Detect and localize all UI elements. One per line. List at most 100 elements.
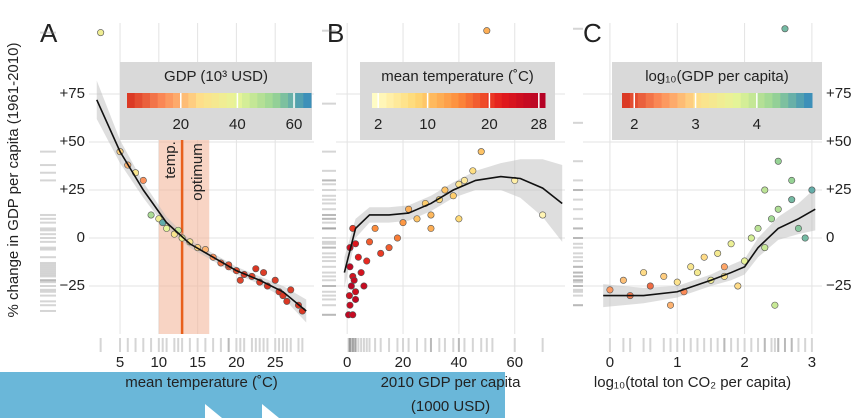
point — [427, 224, 435, 232]
colorbar-tick-label: 28 — [530, 116, 547, 133]
confidence-band — [603, 188, 816, 308]
point — [271, 276, 279, 284]
point — [346, 301, 354, 309]
colorbar-segment — [748, 93, 758, 108]
banner-arrow — [205, 404, 222, 418]
point — [801, 234, 809, 242]
x-tick-label: 60 — [506, 354, 523, 371]
colorbar-segment — [415, 93, 423, 108]
x-tick-label: 15 — [189, 354, 206, 371]
colorbar-segment — [265, 93, 274, 108]
annotation: temp. — [162, 141, 179, 179]
colorbar-segment — [804, 93, 813, 108]
point — [345, 292, 353, 300]
colorbar-segment — [134, 93, 143, 108]
point — [720, 263, 728, 271]
colorbar-tick-label: 60 — [286, 116, 303, 133]
colorbar-segment — [709, 93, 718, 108]
colorbar-segment — [180, 93, 189, 108]
colorbar-segment — [501, 93, 510, 108]
colorbar-segment — [740, 93, 750, 108]
point — [477, 148, 485, 156]
annotation: optimum — [189, 143, 206, 201]
panel-label: B — [327, 18, 344, 48]
point — [693, 269, 701, 277]
colorbar-tick-label: 20 — [172, 116, 189, 133]
point — [163, 224, 171, 232]
colorbar-segment — [693, 93, 702, 108]
y-tick-label: +25 — [826, 181, 851, 198]
colorbar-segment — [523, 93, 532, 108]
x-axis-label: (1000 USD) — [411, 398, 490, 415]
colorbar-segment — [622, 93, 631, 108]
colorbar-segment — [288, 93, 297, 108]
point — [700, 253, 708, 261]
colorbar-segment — [480, 93, 488, 108]
colorbar-segment — [393, 93, 402, 108]
point — [357, 269, 365, 277]
colorbar-segment — [732, 93, 742, 108]
colorbar-segment — [295, 93, 304, 108]
colorbar-segment — [472, 93, 481, 108]
point — [606, 286, 614, 294]
colorbar-tick-label: 2 — [374, 116, 382, 133]
point — [646, 282, 654, 290]
colorbar-segment — [257, 93, 266, 108]
point — [808, 186, 816, 194]
y-tick-label: 0 — [77, 229, 85, 246]
legend-title: GDP (10³ USD) — [164, 68, 268, 85]
colorbar-segment — [165, 93, 174, 108]
colorbar-segment — [211, 93, 220, 108]
panel-label: A — [40, 18, 58, 48]
fit-line — [343, 175, 563, 273]
colorbar-tick-label: 2 — [630, 116, 638, 133]
colorbar-segment — [444, 93, 452, 108]
colorbar-segment — [242, 93, 251, 108]
colorbar-segment — [796, 93, 805, 108]
colorbar-segment — [717, 93, 726, 108]
colorbar-segment — [400, 93, 409, 108]
legend-title: mean temperature (˚C) — [381, 68, 534, 85]
point — [346, 263, 354, 271]
colorbar-segment — [677, 93, 686, 108]
point — [399, 219, 407, 227]
point — [774, 205, 782, 213]
legend-title: log₁₀(GDP per capita) — [645, 68, 789, 85]
point — [754, 224, 762, 232]
colorbar-segment — [508, 93, 517, 108]
colorbar-segment — [422, 93, 431, 108]
fit-line — [603, 208, 816, 297]
x-tick-label: 20 — [395, 354, 412, 371]
colorbar-segment — [150, 93, 159, 108]
fit-line — [96, 99, 307, 312]
point — [363, 257, 371, 265]
colorbar-tick-label: 20 — [481, 116, 498, 133]
point — [794, 224, 802, 232]
point — [667, 301, 675, 309]
point — [788, 196, 796, 204]
colorbar-segment — [764, 93, 773, 108]
point — [371, 224, 379, 232]
point — [460, 176, 468, 184]
point — [349, 311, 357, 319]
colorbar-segment — [669, 93, 678, 108]
colorbar-tick-label: 40 — [229, 116, 246, 133]
colorbar-tick-label: 4 — [753, 116, 761, 133]
point — [139, 176, 147, 184]
point — [768, 215, 776, 223]
x-tick-label: 25 — [267, 354, 284, 371]
colorbar-segment — [249, 93, 258, 108]
point — [714, 249, 722, 257]
colorbar-segment — [188, 93, 197, 108]
x-tick-label: 3 — [808, 354, 816, 371]
point — [455, 215, 463, 223]
point — [788, 176, 796, 184]
point — [761, 244, 769, 252]
colorbar-segment — [516, 93, 524, 108]
point — [449, 192, 457, 200]
x-tick-label: 2 — [740, 354, 748, 371]
point — [640, 269, 648, 277]
colorbar-segment — [537, 93, 546, 108]
x-tick-label: 40 — [451, 354, 468, 371]
